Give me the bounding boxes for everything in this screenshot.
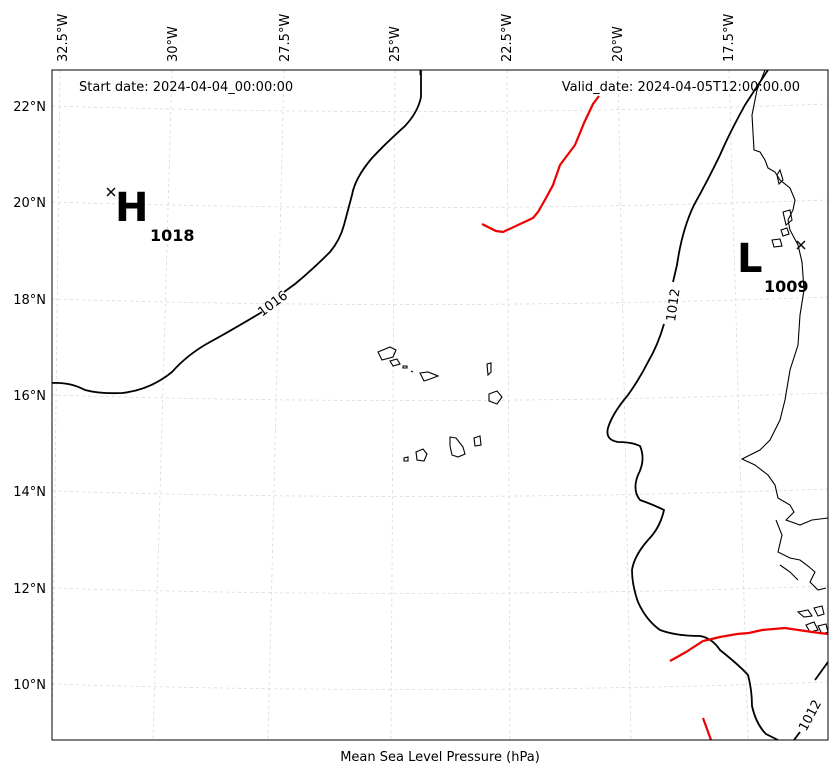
front-north <box>481 95 600 234</box>
parallel-18n <box>51 296 829 305</box>
map-caption: Mean Sea Level Pressure (hPa) <box>340 750 540 765</box>
lon-label-22-5w: 22.5°W <box>500 14 515 62</box>
isobars <box>51 69 829 741</box>
high-value: 1018 <box>150 226 195 245</box>
isobar-label-1016: 1016 <box>255 288 290 320</box>
parallel-10n <box>51 681 829 690</box>
meridian-20w <box>617 69 632 741</box>
meridian-27-5w <box>267 69 285 741</box>
meridian-32-5w <box>51 69 61 741</box>
lon-label-17-5w: 17.5°W <box>722 14 737 62</box>
meridian-25w <box>390 69 396 741</box>
lat-label-12n: 12°N <box>13 582 46 597</box>
high-pressure-center: H 1018 <box>106 185 195 245</box>
parallel-20n <box>51 199 829 208</box>
low-letter: L <box>737 236 763 282</box>
fronts <box>481 95 829 741</box>
parallel-12n <box>51 585 829 594</box>
meridian-22-5w <box>506 69 511 741</box>
low-pressure-center: L 1009 <box>737 236 809 296</box>
high-center-marker <box>106 187 116 197</box>
island-sao-nicolau-b <box>419 371 440 382</box>
isobar-1016 <box>51 70 422 395</box>
parallel-14n <box>51 488 829 497</box>
coastline-africa <box>740 69 829 635</box>
low-center-marker <box>796 240 806 250</box>
isobar-label-1012-a: 1012 <box>664 288 683 323</box>
lon-label-20w: 20°W <box>611 26 626 62</box>
front-south-stub <box>701 717 713 741</box>
island-santiago <box>449 436 466 458</box>
lon-label-32-5w: 32.5°W <box>56 14 71 62</box>
isobar-1012-b <box>793 661 829 741</box>
island-boa-vista <box>488 390 503 405</box>
parallel-16n <box>51 392 829 401</box>
lon-label-30w: 30°W <box>166 26 181 62</box>
map-frame <box>51 69 829 741</box>
lon-label-27-5w: 27.5°W <box>278 14 293 62</box>
lat-label-22n: 22°N <box>13 100 46 115</box>
lon-label-25w: 25°W <box>388 26 403 62</box>
front-south-east <box>669 626 829 662</box>
high-letter: H <box>115 185 148 231</box>
cape-verde-islands <box>377 346 503 462</box>
latitude-labels: 22°N 20°N 18°N 16°N 14°N 12°N 10°N <box>13 100 46 693</box>
meridian-30w <box>152 69 173 741</box>
graticule <box>51 69 829 741</box>
low-value: 1009 <box>764 277 809 296</box>
start-date-label: Start date: 2024-04-04_00:00:00 <box>79 80 293 95</box>
island-santo-antao <box>377 346 397 361</box>
lat-label-18n: 18°N <box>13 293 46 308</box>
island-sao-vicente <box>389 358 401 367</box>
meridian-17-5w <box>728 69 749 741</box>
lat-label-14n: 14°N <box>13 485 46 500</box>
island-sal <box>486 362 492 377</box>
isobar-1012-a <box>606 69 779 741</box>
island-fogo <box>415 448 428 462</box>
lat-label-16n: 16°N <box>13 389 46 404</box>
lat-label-10n: 10°N <box>13 678 46 693</box>
island-brava <box>403 456 409 462</box>
isobar-label-1012-b: 1012 <box>796 698 825 734</box>
longitude-labels: 32.5°W 30°W 27.5°W 25°W 22.5°W 20°W 17.5… <box>56 14 737 62</box>
lat-label-20n: 20°N <box>13 196 46 211</box>
island-maio <box>473 435 482 447</box>
valid-date-label: Valid_date: 2024-04-05T12:00:00.00 <box>562 80 800 95</box>
island-santa-luzia <box>402 365 408 369</box>
island-sao-nicolau <box>410 370 414 373</box>
parallel-22n <box>51 103 829 112</box>
